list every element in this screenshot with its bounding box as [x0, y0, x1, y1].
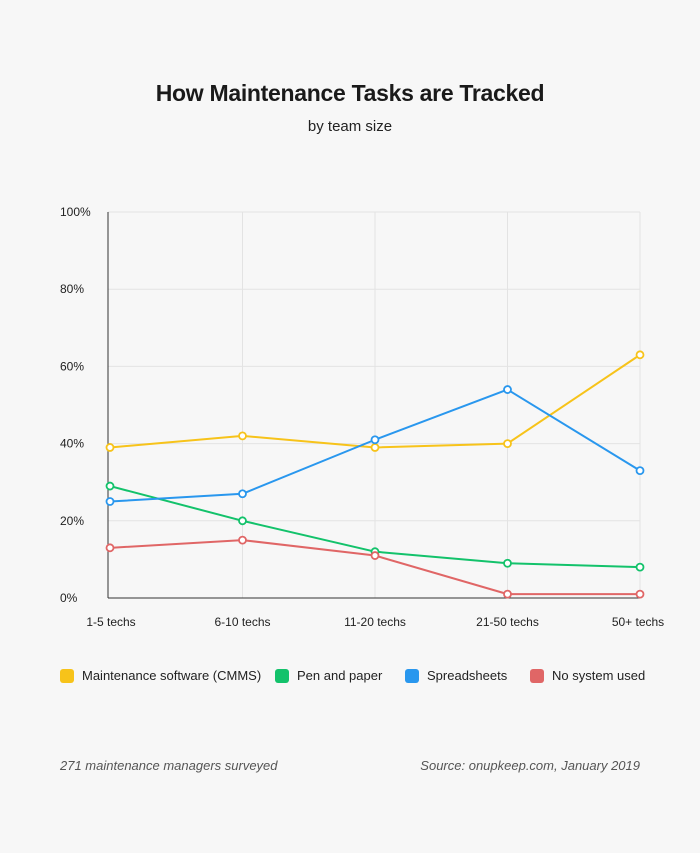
data-point-spreadsheets	[635, 466, 645, 476]
legend-item: Spreadsheets	[405, 668, 507, 683]
legend-item: No system used	[530, 668, 645, 683]
legend-swatch	[405, 668, 419, 683]
y-tick-label: 40%	[60, 437, 84, 451]
y-tick-label: 100%	[60, 205, 91, 219]
data-point-no-system-used	[105, 543, 115, 553]
data-point-maintenance-software-cmms	[238, 431, 247, 441]
data-point-spreadsheets	[503, 385, 512, 394]
x-tick-label: 6-10 techs	[214, 615, 270, 629]
data-point-no-system-used	[238, 535, 247, 545]
data-point-pen-and-paper	[503, 558, 512, 568]
legend-label: Spreadsheets	[427, 668, 508, 683]
legend-label: No system used	[552, 668, 646, 683]
chart-legend: Maintenance software (CMMS) Pen and paper…	[60, 668, 680, 686]
data-point-spreadsheets	[105, 497, 115, 506]
data-point-no-system-used	[370, 551, 380, 560]
data-point-no-system-used	[635, 589, 645, 599]
y-tick-label: 20%	[60, 514, 84, 528]
legend-item: Maintenance software (CMMS)	[60, 668, 261, 683]
data-point-no-system-used	[503, 589, 512, 599]
legend-swatch	[530, 668, 544, 683]
legend-item: Pen and paper	[275, 668, 382, 683]
footer-source: Source: onupkeep.com, January 2019	[420, 758, 640, 773]
data-point-pen-and-paper	[238, 516, 247, 526]
data-point-spreadsheets	[370, 435, 380, 445]
data-point-maintenance-software-cmms	[105, 443, 115, 452]
data-point-pen-and-paper	[105, 481, 115, 491]
y-tick-label: 0%	[60, 591, 78, 605]
y-tick-label: 80%	[60, 282, 84, 296]
legend-swatch	[60, 668, 74, 683]
legend-label: Maintenance software (CMMS)	[82, 668, 262, 683]
legend-label: Pen and paper	[297, 668, 383, 683]
data-point-maintenance-software-cmms	[503, 439, 512, 449]
x-tick-label: 50+ techs	[612, 615, 664, 629]
data-point-maintenance-software-cmms	[370, 443, 380, 452]
y-tick-label: 60%	[60, 359, 84, 373]
x-tick-label: 21-50 techs	[476, 615, 539, 629]
data-point-pen-and-paper	[635, 562, 645, 572]
data-point-spreadsheets	[238, 489, 247, 499]
x-tick-label: 11-20 techs	[344, 615, 406, 629]
chart-subtitle: by team size	[307, 118, 393, 135]
line-chart: 0% 20% 40% 60% 80% 100% 1-5 techs 6-10 techs 11-…	[60, 205, 664, 629]
data-point-maintenance-software-cmms	[635, 350, 645, 360]
x-tick-label: 1-5 techs	[86, 615, 135, 629]
footer-sample-note: 271 maintenance managers surveyed	[60, 758, 278, 773]
chart-title: How Maintenance Tasks are Tracked	[155, 80, 545, 106]
legend-swatch	[275, 668, 289, 683]
